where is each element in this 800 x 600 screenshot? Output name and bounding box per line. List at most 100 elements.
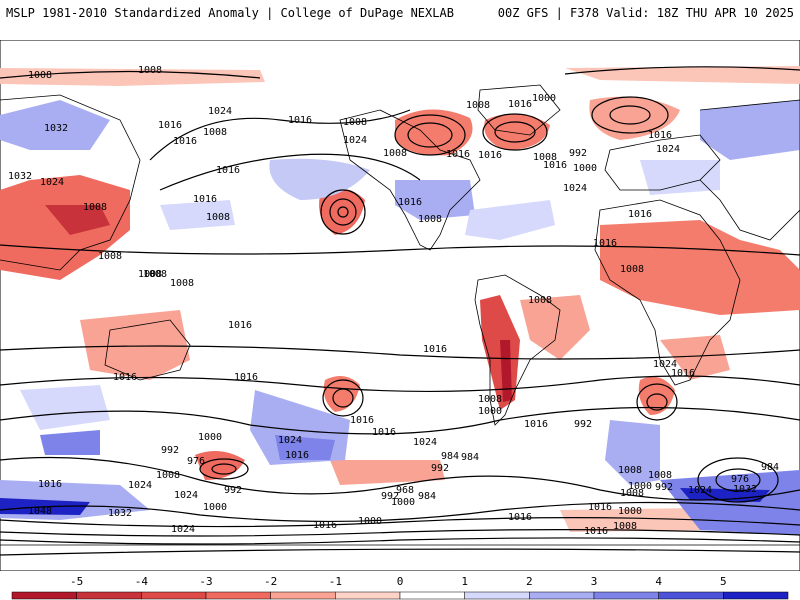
isobar-south-atlantic-low-1 — [636, 383, 678, 421]
isobar-label: 984 — [461, 452, 479, 463]
isobar-southern-2 — [0, 406, 800, 435]
colorbar-box — [464, 591, 530, 600]
colorbar-box — [399, 591, 465, 600]
anomaly-arctic-blue — [0, 100, 110, 150]
isobar-label: 1016 — [158, 120, 182, 131]
isobar-label: 1016 — [543, 160, 567, 171]
anomaly-scandinavia-low — [484, 113, 550, 150]
isobar-pacific-low-2 — [329, 198, 357, 226]
colorbar-tick-label: 1 — [461, 575, 468, 588]
colorbar-tick-label: 4 — [655, 575, 662, 588]
colorbar-tick-label: -5 — [70, 575, 83, 588]
map-title: MSLP 1981-2010 Standardized Anomaly | Co… — [6, 6, 454, 20]
isobar-south-indian-low — [199, 458, 249, 480]
anomaly-indian-ocean-blue — [605, 420, 660, 485]
isobar-label: 1016 — [588, 502, 612, 513]
isobar-southern-1 — [0, 375, 800, 393]
colorbar-box — [11, 591, 77, 600]
isobar-label: 1024 — [128, 480, 152, 491]
anomaly-sahara — [600, 220, 800, 315]
north-america-outline — [339, 109, 481, 251]
isobar-label: 1008 — [170, 278, 194, 289]
colorbar-box — [658, 591, 724, 600]
anomaly-south-pacific-core — [275, 435, 335, 460]
isobar-label: 1024 — [40, 177, 64, 188]
isobar-southern-ocean-1 — [0, 456, 800, 501]
isobar-label: 1032 — [733, 484, 757, 495]
greenland-outline — [477, 84, 561, 136]
isobar-label: 1016 — [593, 238, 617, 249]
isobar-southern-ocean-2 — [0, 501, 800, 523]
anomaly-antarctic-blue-east — [660, 470, 800, 535]
isobar-label: 992 — [431, 463, 449, 474]
anomaly-pacific-low — [319, 188, 365, 235]
isobar-label: 984 — [761, 462, 779, 473]
isobar-scandinavia-low-1 — [482, 113, 548, 151]
isobar-label: 992 — [161, 445, 179, 456]
isobar-label: 1016 — [423, 344, 447, 355]
isobar-label: 1024 — [174, 490, 198, 501]
anomaly-siberia-high — [589, 96, 680, 140]
isobar-label: 1008 — [206, 212, 230, 223]
isobar-south-indian-low-2 — [211, 463, 237, 475]
colorbar-box — [593, 591, 659, 600]
isobar-label: 1008 — [98, 251, 122, 262]
anomaly-west-blue-core — [40, 430, 100, 455]
colorbar-tick-labels: -5 -4 -3 -2 -1 0 1 2 3 4 5 — [70, 575, 727, 588]
anomaly-west-blue — [20, 385, 110, 430]
isobar-label: 1016 — [193, 194, 217, 205]
colorbar-boxes — [11, 591, 789, 600]
isobar-label: 1016 — [478, 150, 502, 161]
isobar-south-indian-high-2 — [715, 468, 761, 492]
isobar-siberia-1 — [591, 96, 669, 134]
anomaly-brazil — [520, 295, 590, 360]
isobar-label: 1032 — [44, 123, 68, 134]
isobar-scandinavia-low-2 — [494, 121, 536, 143]
isobar-label: 1024 — [278, 435, 302, 446]
colorbar-tick-label: 3 — [591, 575, 598, 588]
anomaly-andes-core — [500, 340, 512, 402]
anomaly-antarctic-blue-east-core — [680, 488, 770, 502]
anomaly-north-america-blue — [395, 180, 475, 220]
isobar-label: 992 — [574, 419, 592, 430]
isobar-label: 1008 — [383, 148, 407, 159]
isobar-label: 992 — [381, 491, 399, 502]
isobar-label: 1008 — [203, 127, 227, 138]
isobar-label: 1032 — [8, 171, 32, 182]
africa-outline — [594, 199, 741, 386]
isobar-label: 1016 — [173, 136, 197, 147]
australia-outline — [104, 319, 191, 381]
isobar-label: 1000 — [573, 163, 597, 174]
isobar-label: 1016 — [398, 197, 422, 208]
anomaly-asia-core — [45, 205, 110, 235]
isobar-label: 1000 — [203, 502, 227, 513]
isobar-label: 976 — [731, 474, 749, 485]
isobar-label: 1000 — [532, 93, 556, 104]
isobar-label: 1016 — [508, 99, 532, 110]
isobar-north-pacific-1 — [149, 109, 411, 161]
isobar-greenland-low-2 — [407, 122, 453, 148]
isobar-label: 1008 — [620, 264, 644, 275]
isobar-label: 1024 — [653, 359, 677, 370]
isobar-label: 1000 — [358, 516, 382, 527]
isobar-label: 1024 — [208, 106, 232, 117]
colorbar-tick-label: -4 — [135, 575, 149, 588]
colorbar-tick-label: 2 — [526, 575, 533, 588]
isobar-subtropics-2 — [0, 345, 800, 360]
isobar-label: 1008 — [156, 470, 180, 481]
colorbar-box — [76, 591, 142, 600]
isobar-siberia-2 — [609, 105, 651, 125]
isobar-arctic-east — [564, 66, 800, 75]
anomaly-south-africa — [660, 335, 730, 380]
isobar-label: 1016 — [446, 149, 470, 160]
colorbar-tick-label: -1 — [329, 575, 342, 588]
isobar-label: 1000 — [628, 481, 652, 492]
isobar-label: 1016 — [671, 368, 695, 379]
isobar-label: 1008 — [613, 521, 637, 532]
isobar-label: 1008 — [83, 202, 107, 213]
colorbar-box — [141, 591, 207, 600]
isobar-north-pacific-2 — [159, 153, 421, 191]
anomaly-arctic-band-east — [565, 66, 800, 84]
colorbar-box — [270, 591, 336, 600]
